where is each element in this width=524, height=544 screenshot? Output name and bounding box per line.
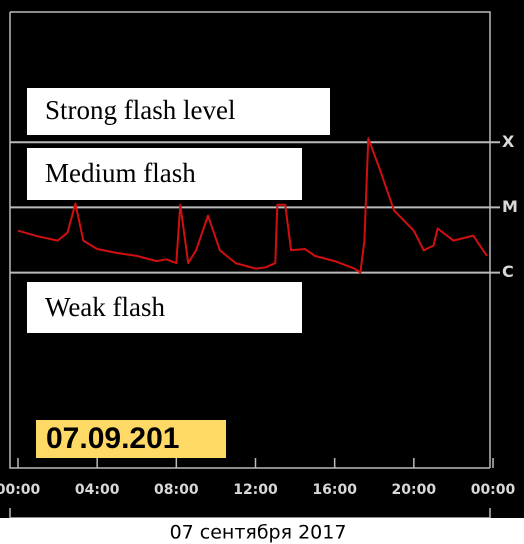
annotation: Strong flash level	[45, 95, 235, 125]
annotation-box	[27, 148, 302, 200]
x-tick-label: 00:00	[0, 482, 41, 498]
annotation: Weak flash	[45, 292, 166, 322]
annotation: Medium flash	[45, 158, 196, 188]
x-tick-label: 04:00	[75, 482, 120, 498]
x-tick-label: 16:00	[312, 482, 357, 498]
series-line	[17, 137, 488, 274]
x-tick-label: 08:00	[154, 482, 199, 498]
series	[17, 137, 488, 274]
x-axis-label: 07 сентября 2017	[170, 522, 347, 544]
plot-frame	[9, 11, 491, 469]
annotation-box	[27, 88, 330, 135]
x-tick-label: 20:00	[392, 482, 437, 498]
y-tick-label: C	[502, 262, 514, 281]
y-tick-label: M	[502, 197, 518, 216]
y-tick-label: X	[502, 132, 515, 151]
annotation-box	[27, 282, 302, 333]
x-tick-label: 12:00	[233, 482, 278, 498]
date-label: 07.09.201	[46, 422, 179, 455]
date-box	[36, 420, 226, 458]
grid: X M C 00:00 04:00 08:00 12:00 16:00 20:00 00:00	[0, 132, 518, 498]
x-tick-label: 00:00	[471, 482, 516, 498]
date-strip	[0, 518, 524, 544]
